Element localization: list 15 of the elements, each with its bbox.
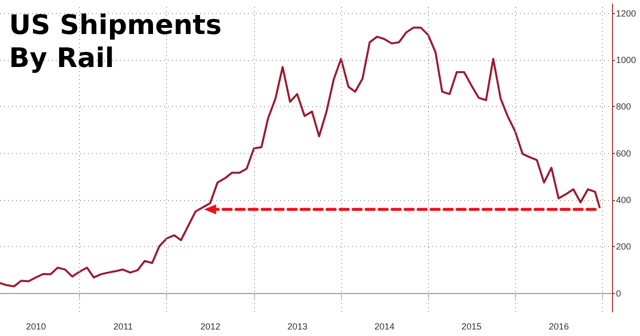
x-tick-label: 2016 <box>548 322 569 332</box>
y-tick-label: 600 <box>616 148 632 158</box>
y-tick-label: 400 <box>616 195 632 205</box>
y-tick-label: 200 <box>616 242 632 252</box>
text: US Shipments By Rail <box>9 10 222 74</box>
y-tick-label: 0 <box>616 288 622 298</box>
y-tick-label: 800 <box>616 102 632 112</box>
x-tick-label: 2013 <box>287 322 308 332</box>
x-tick-label: 2014 <box>374 322 394 332</box>
x-tick-label: 2012 <box>200 322 220 332</box>
x-tick-label: 2015 <box>462 322 482 332</box>
y-tick-label: 1200 <box>616 8 636 18</box>
y-tick-label: 1000 <box>616 55 636 65</box>
x-tick-label: 2010 <box>26 322 46 332</box>
x-tick-label: 2011 <box>113 322 133 332</box>
